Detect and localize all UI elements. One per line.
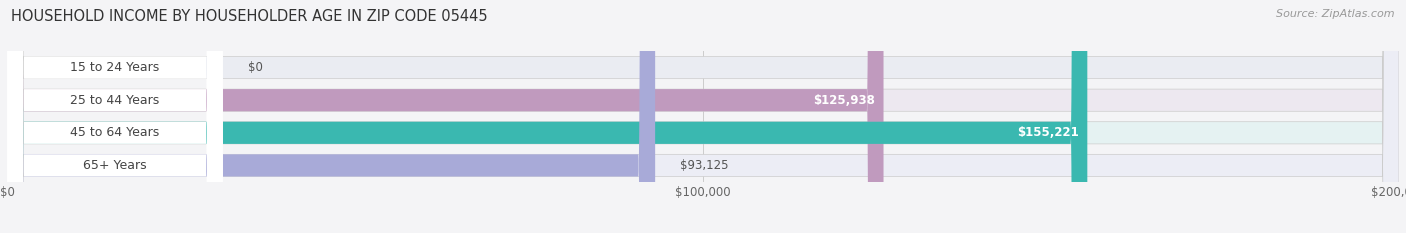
FancyBboxPatch shape [7, 0, 1399, 233]
Text: HOUSEHOLD INCOME BY HOUSEHOLDER AGE IN ZIP CODE 05445: HOUSEHOLD INCOME BY HOUSEHOLDER AGE IN Z… [11, 9, 488, 24]
Text: 45 to 64 Years: 45 to 64 Years [70, 126, 159, 139]
FancyBboxPatch shape [7, 0, 222, 233]
Text: 15 to 24 Years: 15 to 24 Years [70, 61, 159, 74]
FancyBboxPatch shape [7, 0, 222, 233]
FancyBboxPatch shape [7, 0, 1399, 233]
FancyBboxPatch shape [7, 0, 1399, 233]
Text: Source: ZipAtlas.com: Source: ZipAtlas.com [1277, 9, 1395, 19]
FancyBboxPatch shape [7, 0, 1399, 233]
Text: $125,938: $125,938 [813, 94, 875, 107]
FancyBboxPatch shape [7, 0, 655, 233]
Text: $93,125: $93,125 [681, 159, 728, 172]
Text: 65+ Years: 65+ Years [83, 159, 146, 172]
FancyBboxPatch shape [7, 0, 1087, 233]
FancyBboxPatch shape [7, 0, 883, 233]
Text: $0: $0 [247, 61, 263, 74]
Text: $155,221: $155,221 [1017, 126, 1078, 139]
Text: 25 to 44 Years: 25 to 44 Years [70, 94, 159, 107]
FancyBboxPatch shape [7, 0, 222, 233]
FancyBboxPatch shape [7, 0, 222, 233]
